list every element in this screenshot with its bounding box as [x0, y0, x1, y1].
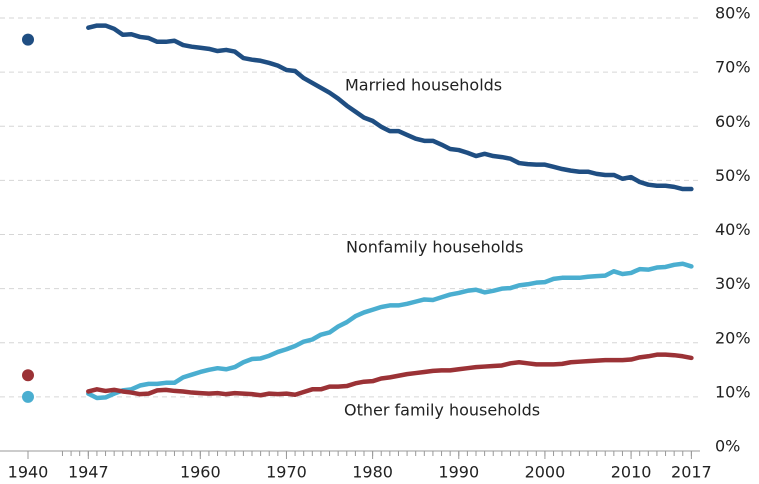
x-tick-label: 1947	[68, 463, 109, 482]
x-tick-label: 1980	[352, 463, 393, 482]
x-tick-label: 1970	[266, 463, 307, 482]
y-tick-label: 0%	[715, 437, 740, 456]
series-label: Nonfamily households	[346, 238, 523, 257]
x-tick-label: 1990	[438, 463, 479, 482]
series-line	[86, 23, 694, 192]
y-tick-label: 30%	[715, 274, 751, 293]
point-marker	[22, 390, 34, 403]
series-line	[86, 261, 694, 401]
y-tick-label: 60%	[715, 112, 751, 131]
y-tick-label: 20%	[715, 328, 751, 347]
x-tick-label: 2010	[611, 463, 652, 482]
series-line	[86, 352, 694, 398]
y-tick-label: 70%	[715, 58, 751, 77]
series-label: Married households	[345, 76, 502, 95]
y-tick-label: 40%	[715, 220, 751, 239]
y-tick-label: 80%	[715, 4, 751, 23]
x-tick-label: 1960	[180, 463, 221, 482]
x-tick-label: 2017	[671, 463, 712, 482]
point-marker	[22, 33, 34, 46]
point-marker	[22, 369, 34, 382]
x-tick-label: 1940	[8, 463, 49, 482]
y-tick-label: 50%	[715, 166, 751, 185]
series-label: Other family households	[344, 401, 540, 420]
x-tick-label: 2000	[525, 463, 566, 482]
y-tick-label: 10%	[715, 382, 751, 401]
